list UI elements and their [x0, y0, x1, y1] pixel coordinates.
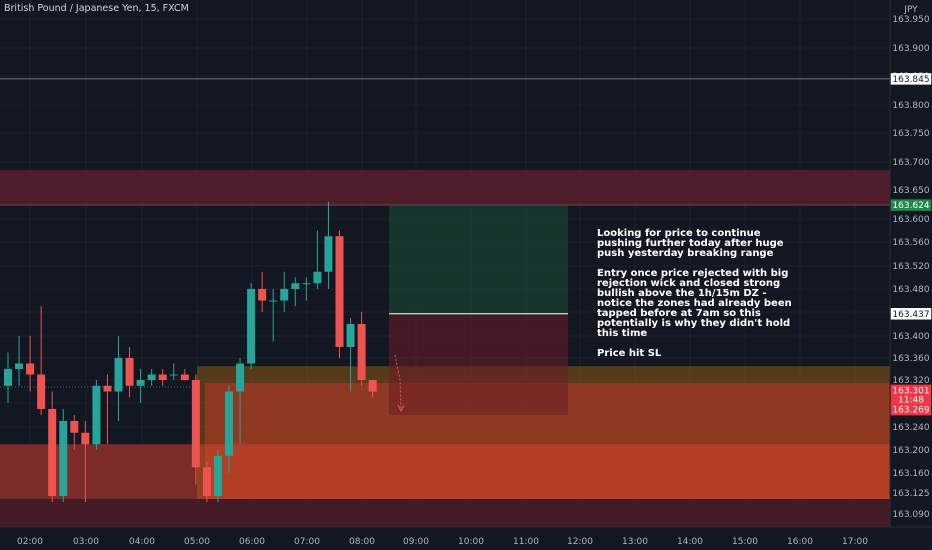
price-tick-label: 163.750: [892, 129, 929, 139]
time-tick-label: 16:00: [787, 537, 813, 547]
candle-body: [48, 409, 57, 496]
candle-body: [81, 432, 90, 445]
annotation-line: Entry once price rejected with big rejec…: [597, 268, 792, 339]
time-tick-label: 12:00: [567, 537, 593, 547]
zones: [0, 78, 890, 527]
candle-body: [169, 374, 178, 376]
time-tick-label: 02:00: [17, 537, 43, 547]
candle-body: [247, 289, 256, 364]
time-tick-label: 08:00: [349, 537, 375, 547]
time-tick-label: 06:00: [239, 537, 265, 547]
candle-body: [213, 455, 222, 496]
price-badge: [890, 403, 932, 416]
projection-path: [394, 354, 402, 409]
chart-title: British Pound / Japanese Yen, 15, FXCM: [4, 3, 189, 14]
candle-body: [313, 271, 322, 284]
time-tick-label: 09:00: [403, 537, 429, 547]
price-tick-label: 163.700: [892, 158, 929, 168]
time-axis-bg: [0, 527, 932, 550]
candle-body: [70, 421, 79, 433]
candle-body: [114, 358, 123, 392]
price-axis-bg: [890, 0, 932, 550]
price-tick-label: 163.200: [892, 446, 929, 456]
candle-body: [103, 385, 112, 392]
price-tick-label: 163.400: [892, 332, 929, 342]
annotation-line: Looking for price to continue pushing fu…: [597, 228, 784, 259]
currency-label: JPY: [903, 5, 918, 15]
price-tick-label: 163.950: [892, 15, 929, 25]
candle-body: [147, 374, 156, 380]
profit-zone: [389, 205, 568, 314]
candles: [4, 201, 405, 502]
candle-body: [92, 385, 101, 445]
demand-zone-lower: [0, 444, 890, 499]
candle-body: [324, 236, 333, 272]
price-tick-label: 163.090: [892, 510, 929, 520]
time-tick-label: 07:00: [294, 537, 320, 547]
price-badge-label: 163.845: [892, 75, 929, 85]
price-tick-label: 163.560: [892, 238, 929, 248]
price-tick-label: 163.480: [892, 285, 929, 295]
candle-body: [368, 380, 377, 392]
price-tick-label: 163.650: [892, 186, 929, 196]
price-tick-label: 163.900: [892, 44, 929, 54]
price-tick-label: 163.800: [892, 101, 929, 111]
candle-body: [357, 324, 366, 380]
price-tick-label: 163.520: [892, 262, 929, 272]
candle-body: [191, 380, 200, 468]
price-tick-label: 163.240: [892, 423, 929, 433]
price-badge-label: 163.624: [892, 201, 929, 211]
price-badge: [890, 73, 932, 85]
candle-body: [335, 236, 344, 347]
time-tick-label: 13:00: [622, 537, 648, 547]
price-badge-label: 163.269: [892, 406, 929, 416]
candle-body: [180, 374, 189, 380]
candle-body: [158, 374, 167, 380]
time-tick-label: 04:00: [129, 537, 155, 547]
price-tick-label: 163.360: [892, 354, 929, 364]
candle-body: [15, 363, 24, 369]
candle-body: [346, 324, 355, 347]
time-tick-label: 14:00: [677, 537, 703, 547]
candle-body: [236, 363, 245, 392]
candle-body: [125, 358, 134, 386]
supply-zone: [0, 169, 890, 206]
time-tick-label: 11:00: [513, 537, 539, 547]
candle-body: [225, 391, 233, 456]
price-tick-label: 163.320: [892, 376, 929, 386]
price-badge: [890, 199, 932, 211]
candle-body: [136, 380, 145, 386]
loss-zone: [389, 313, 568, 415]
candle-body: [280, 289, 289, 301]
time-tick-label: 03:00: [73, 537, 99, 547]
candle-body: [37, 374, 46, 409]
candle-body: [4, 369, 12, 386]
time-tick-label: 05:00: [184, 537, 210, 547]
candle-body: [26, 363, 35, 375]
price-badge: [890, 308, 932, 320]
time-tick-label: 15:00: [732, 537, 758, 547]
candle-body: [59, 421, 68, 496]
time-tick-label: 10:00: [458, 537, 484, 547]
price-badge-label: 163.437: [892, 310, 929, 320]
candle-body: [302, 283, 311, 285]
candle-body: [269, 300, 278, 302]
price-tick-label: 163.600: [892, 215, 929, 225]
projection-arrow: [397, 404, 405, 413]
time-tick-label: 17:00: [842, 537, 868, 547]
price-tick-label: 163.125: [892, 489, 929, 499]
candle-body: [291, 283, 300, 289]
candle-body: [202, 467, 211, 496]
price-badge-label: 163.301: [892, 386, 929, 396]
annotation-line: Price hit SL: [597, 348, 662, 359]
price-tick-label: 163.160: [892, 469, 929, 479]
price-badge-countdown: 11:48: [898, 395, 924, 405]
candle-body: [258, 289, 267, 301]
trade-annotation: Looking for price to continue pushing fu…: [597, 229, 797, 369]
